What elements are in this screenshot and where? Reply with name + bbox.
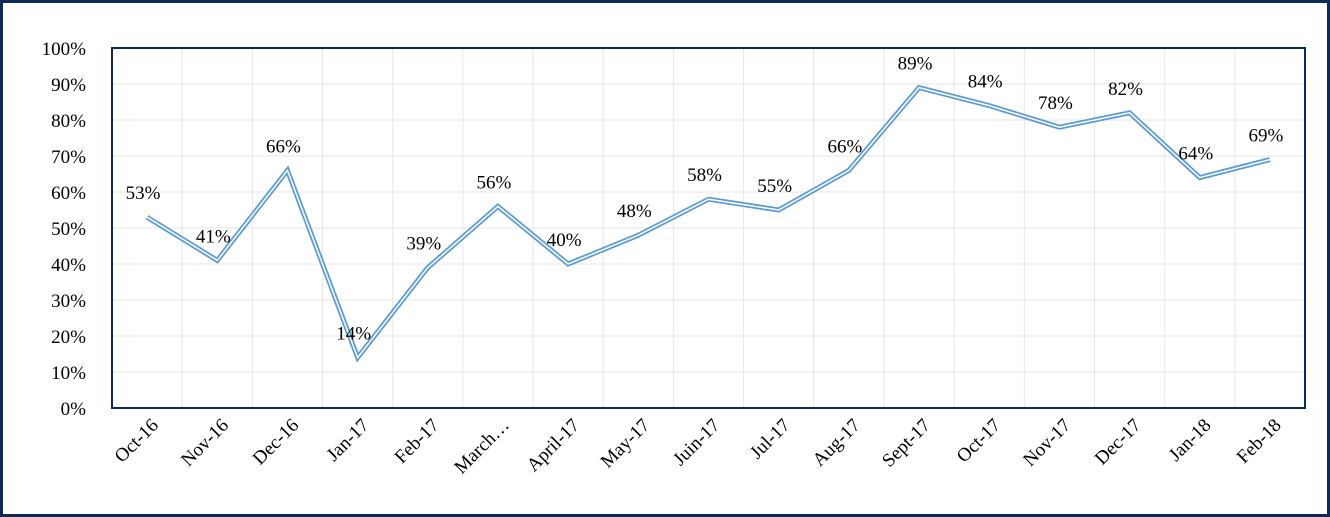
- data-label: 89%: [898, 54, 933, 75]
- data-label: 64%: [1178, 144, 1213, 165]
- y-tick-label: 90%: [51, 75, 86, 96]
- y-tick-label: 80%: [51, 111, 86, 132]
- y-tick-label: 40%: [51, 255, 86, 276]
- y-tick-label: 60%: [51, 183, 86, 204]
- data-label: 66%: [266, 136, 301, 157]
- data-label: 39%: [406, 234, 441, 255]
- data-label: 14%: [336, 324, 371, 345]
- data-label: 58%: [687, 165, 722, 186]
- data-label: 84%: [968, 72, 1003, 93]
- y-tick-label: 20%: [51, 327, 86, 348]
- data-label: 78%: [1038, 93, 1073, 114]
- data-label: 48%: [617, 201, 652, 222]
- y-tick-label: 30%: [51, 291, 86, 312]
- data-label: 41%: [196, 226, 231, 247]
- data-label: 56%: [477, 172, 512, 193]
- y-tick-label: 70%: [51, 147, 86, 168]
- data-label: 55%: [757, 176, 792, 197]
- data-label: 53%: [126, 183, 161, 204]
- data-label: 40%: [547, 230, 582, 251]
- y-tick-label: 0%: [61, 399, 87, 420]
- y-tick-label: 10%: [51, 363, 86, 384]
- y-tick-label: 100%: [42, 39, 87, 60]
- y-tick-label: 50%: [51, 219, 86, 240]
- data-label: 82%: [1108, 79, 1143, 100]
- series-line-highlight: [146, 86, 1271, 360]
- data-label: 66%: [827, 136, 862, 157]
- plot-border: [111, 47, 1306, 409]
- data-label: 69%: [1248, 126, 1283, 147]
